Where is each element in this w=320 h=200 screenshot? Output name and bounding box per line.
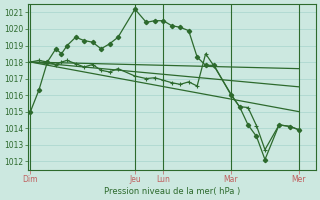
- X-axis label: Pression niveau de la mer( hPa ): Pression niveau de la mer( hPa ): [104, 187, 240, 196]
